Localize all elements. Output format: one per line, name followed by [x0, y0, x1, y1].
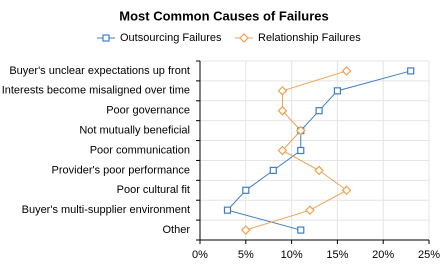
point [407, 67, 415, 75]
y-tick-label: Buyer's unclear expectations up front [9, 65, 190, 77]
y-tick-label: Poor cultural fit [117, 184, 190, 196]
point [223, 206, 232, 214]
point [242, 186, 250, 194]
point [277, 145, 288, 156]
legend-marker [239, 33, 249, 43]
point [297, 146, 305, 155]
x-tick-label: 0% [192, 249, 208, 261]
y-tick-label: Interests become misaligned over time [2, 85, 190, 97]
x-tick-label: 5% [238, 249, 254, 261]
point [295, 125, 306, 136]
legend-label: Outsourcing Failures [120, 32, 222, 44]
legend-marker [102, 34, 110, 42]
y-tick-label: Buyer's multi-supplier environment [22, 204, 190, 216]
point [341, 185, 352, 196]
x-tick-label: 10% [281, 249, 303, 261]
point [315, 107, 323, 115]
point [297, 226, 305, 234]
point [240, 225, 251, 235]
chart-title: Most Common Causes of Failures [119, 8, 328, 23]
point [333, 87, 341, 95]
y-tick-label: Not mutually beneficial [79, 125, 190, 137]
point [305, 205, 315, 216]
x-tick-label: 15% [326, 249, 348, 261]
point [277, 85, 288, 96]
legend-label: Relationship Failures [258, 32, 361, 44]
y-tick-label: Poor communication [90, 144, 190, 156]
x-tick-label: 25% [418, 249, 440, 261]
point [277, 105, 288, 116]
y-tick-label: Other [162, 224, 190, 236]
x-tick-label: 20% [372, 249, 394, 261]
point [314, 165, 324, 176]
point [269, 166, 277, 174]
y-tick-label: Poor governance [106, 105, 190, 117]
point [341, 66, 352, 76]
y-tick-label: Provider's poor performance [52, 164, 190, 176]
